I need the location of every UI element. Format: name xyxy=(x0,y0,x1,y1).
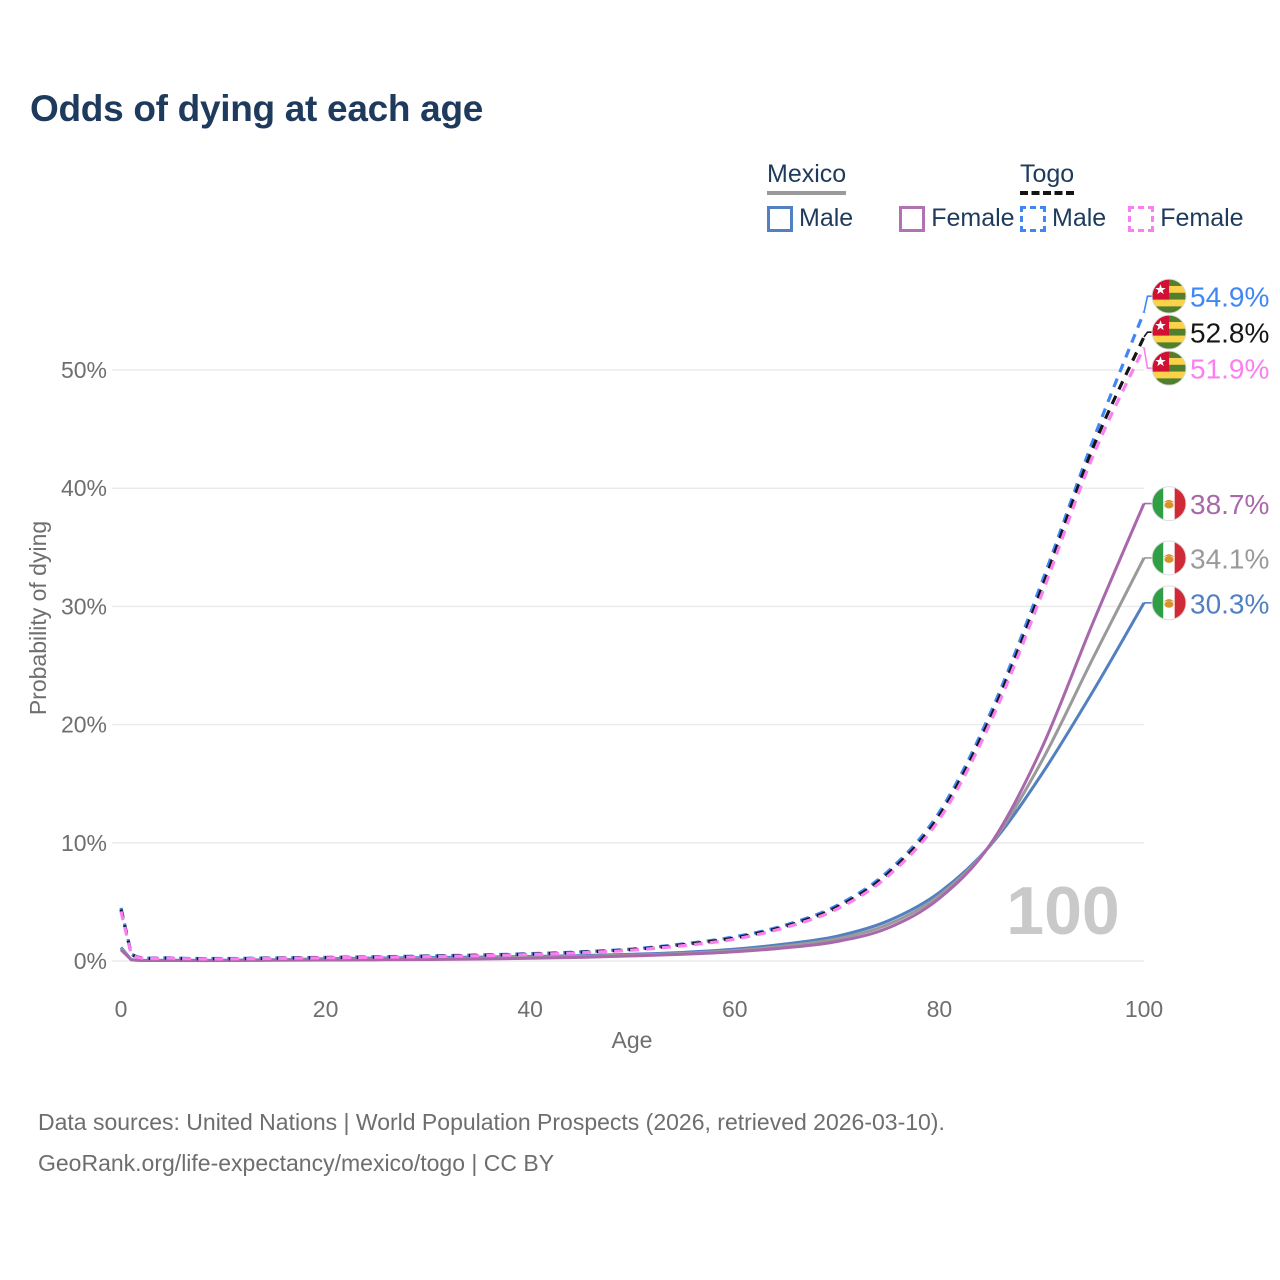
x-tick-label-20: 20 xyxy=(313,996,339,1022)
x-axis-title: Age xyxy=(612,1027,653,1053)
togo-male-swatch-icon xyxy=(1020,205,1046,232)
label-connector-togo-female xyxy=(1143,347,1152,369)
mexico-flag-ring xyxy=(1151,585,1187,621)
end-label-togo-male: 54.9% xyxy=(1190,282,1269,313)
mexico-male-swatch-icon xyxy=(767,205,793,232)
footer-data-sources: Data sources: United Nations | World Pop… xyxy=(38,1109,945,1135)
legend-label-togo-female: Female xyxy=(1160,204,1244,232)
legend-items-togo: Male Female xyxy=(1020,204,1244,233)
series-line-togo-male xyxy=(119,311,1146,961)
y-tick-label-30: 30% xyxy=(61,593,107,619)
mexico-flag-icon xyxy=(1152,585,1186,620)
legend-label-mexico-male: Male xyxy=(799,204,854,232)
label-connector-togo-total xyxy=(1143,331,1152,338)
x-tick-label-80: 80 xyxy=(927,996,953,1022)
end-label-mexico-female: 38.7% xyxy=(1190,489,1269,520)
mexico-female-swatch-icon xyxy=(899,205,926,232)
legend-items-mexico: Male Female xyxy=(767,204,1015,233)
y-tick-label-0: 0% xyxy=(74,948,107,974)
mexico-flag-ring xyxy=(1151,540,1187,576)
page-title: Odds of dying at each age xyxy=(30,88,484,129)
end-label-mexico-total: 34.1% xyxy=(1190,543,1269,574)
series-line-togo-female xyxy=(119,346,1146,961)
age-watermark: 100 xyxy=(1006,873,1120,949)
footer: Data sources: United Nations | World Pop… xyxy=(38,1102,945,1184)
series-line-mexico-female xyxy=(119,502,1146,963)
mexico-flag-icon xyxy=(1152,486,1186,521)
togo-female-swatch-icon xyxy=(1128,205,1155,232)
legend-label-togo-male: Male xyxy=(1052,204,1107,232)
end-label-togo-total: 52.8% xyxy=(1190,318,1269,349)
y-tick-label-20: 20% xyxy=(61,712,107,738)
series-line-togo-total xyxy=(119,336,1146,961)
x-tick-label-60: 60 xyxy=(722,996,748,1022)
y-tick-label-10: 10% xyxy=(61,830,107,856)
footer-attribution: GeoRank.org/life-expectancy/mexico/togo … xyxy=(38,1150,555,1176)
series-line-mexico-male xyxy=(119,602,1146,962)
togo-flag-ring xyxy=(1151,314,1187,350)
legend-item-mexico-female[interactable]: Female xyxy=(899,204,1015,233)
legend-item-mexico-male[interactable]: Male xyxy=(767,204,853,233)
legend-title-togo: Togo xyxy=(1020,160,1075,195)
x-tick-label-0: 0 xyxy=(115,996,128,1022)
x-tick-label-100: 100 xyxy=(1125,996,1163,1022)
legend-group-togo: Togo Male Female xyxy=(1020,160,1244,233)
label-connector-togo-male xyxy=(1143,295,1152,313)
legend-item-togo-male[interactable]: Male xyxy=(1020,204,1106,233)
legend-item-togo-female[interactable]: Female xyxy=(1128,204,1244,233)
y-tick-label-40: 40% xyxy=(61,475,107,501)
y-axis-title: Probability of dying xyxy=(25,521,51,715)
series-line-mexico-total xyxy=(119,557,1146,962)
mexico-flag-icon xyxy=(1152,540,1186,575)
x-tick-label-40: 40 xyxy=(517,996,543,1022)
legend-group-mexico: Mexico Male Female xyxy=(767,160,1015,233)
end-label-togo-female: 51.9% xyxy=(1190,354,1269,385)
mexico-flag-ring xyxy=(1151,486,1187,522)
y-tick-label-50: 50% xyxy=(61,357,107,383)
end-label-mexico-male: 30.3% xyxy=(1190,588,1269,619)
legend-label-mexico-female: Female xyxy=(931,204,1015,232)
legend-title-mexico: Mexico xyxy=(767,160,847,195)
togo-flag-ring xyxy=(1151,278,1187,314)
togo-flag-ring xyxy=(1151,350,1187,386)
